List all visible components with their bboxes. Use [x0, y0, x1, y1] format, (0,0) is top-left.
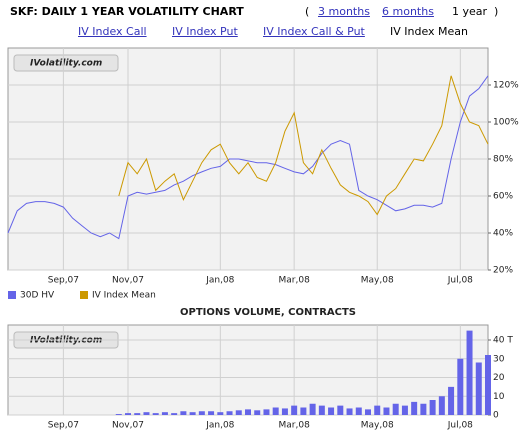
bar [328, 407, 335, 415]
nav-link[interactable]: IV Index Put [172, 25, 238, 38]
x-tick-label: Jul,08 [447, 276, 473, 286]
bar [485, 355, 491, 415]
bar [134, 413, 141, 415]
y-tick-label: 20% [493, 266, 513, 276]
series-line [7, 75, 489, 240]
bar [125, 413, 131, 415]
page-title: SKF: DAILY 1 YEAR VOLATILITY CHART [10, 5, 244, 18]
bar [189, 412, 196, 415]
bar [429, 400, 436, 415]
bar [263, 409, 270, 415]
nav-current: IV Index Mean [390, 25, 469, 38]
legend-label: IV Index Mean [92, 291, 156, 301]
y-tick-label: 40% [493, 229, 513, 239]
bar [346, 408, 353, 415]
x-tick-label: May,08 [361, 276, 394, 286]
legend-swatch [8, 291, 16, 299]
y-tick-label: 10 [493, 392, 505, 402]
y-tick-label: 100% [493, 118, 519, 128]
bar [281, 408, 288, 415]
bar [420, 403, 427, 415]
y-tick-label: 0 [493, 411, 499, 421]
x-tick-label: Sep,07 [48, 421, 79, 431]
bracket: ) [494, 5, 499, 18]
bar [300, 407, 307, 415]
bar [208, 411, 215, 415]
bar [217, 412, 224, 415]
bar [115, 414, 122, 415]
bar [152, 413, 159, 415]
bar [466, 330, 473, 415]
x-tick-label: Mar,08 [279, 276, 311, 286]
x-tick-label: Jan,08 [205, 421, 234, 431]
bar [291, 405, 298, 415]
y-tick-label: 120% [493, 81, 519, 91]
bar [448, 386, 455, 415]
bar [272, 407, 279, 415]
x-tick-label: Mar,08 [279, 421, 311, 431]
nav-link[interactable]: IV Index Call [78, 25, 147, 38]
x-tick-label: Nov,07 [112, 276, 144, 286]
bar [318, 405, 325, 415]
bar [180, 411, 187, 415]
legend-label: 30D HV [20, 291, 55, 301]
bracket: ( [305, 5, 310, 18]
y-tick-label: 20 [493, 373, 505, 383]
bar [161, 412, 168, 415]
y-tick-label: 40 T [493, 336, 513, 346]
x-tick-label: May,08 [361, 421, 394, 431]
bar [245, 409, 251, 415]
bar [171, 413, 178, 415]
bar [226, 411, 233, 415]
bar [411, 401, 418, 415]
bar [365, 409, 371, 415]
x-tick-label: Jan,08 [205, 276, 234, 286]
x-tick-label: Nov,07 [112, 421, 144, 431]
bar [475, 362, 482, 415]
y-tick-label: 60% [493, 192, 513, 202]
nav-link[interactable]: IV Index Call & Put [263, 25, 365, 38]
bar [457, 358, 464, 415]
legend-swatch [80, 291, 88, 299]
bar [355, 407, 362, 415]
watermark: IVolatility.com [30, 59, 102, 69]
bar [383, 407, 390, 415]
bar [401, 405, 408, 415]
period-link[interactable]: 6 months [382, 5, 434, 18]
bar [337, 405, 344, 415]
series-line [118, 75, 489, 216]
bar [235, 410, 242, 415]
bar [254, 410, 261, 415]
bar [143, 412, 150, 415]
period-link[interactable]: 3 months [318, 5, 370, 18]
y-tick-label: 80% [493, 155, 513, 165]
bar [374, 405, 381, 415]
bar [309, 403, 316, 415]
bar [392, 403, 399, 415]
chart-title: OPTIONS VOLUME, CONTRACTS [180, 307, 356, 318]
y-tick-label: 30 [493, 354, 505, 364]
x-tick-label: Sep,07 [48, 276, 79, 286]
bar [438, 396, 445, 415]
x-tick-label: Jul,08 [447, 421, 473, 431]
watermark-box [13, 54, 119, 72]
period-current: 1 year [452, 5, 488, 18]
bar [198, 411, 205, 415]
